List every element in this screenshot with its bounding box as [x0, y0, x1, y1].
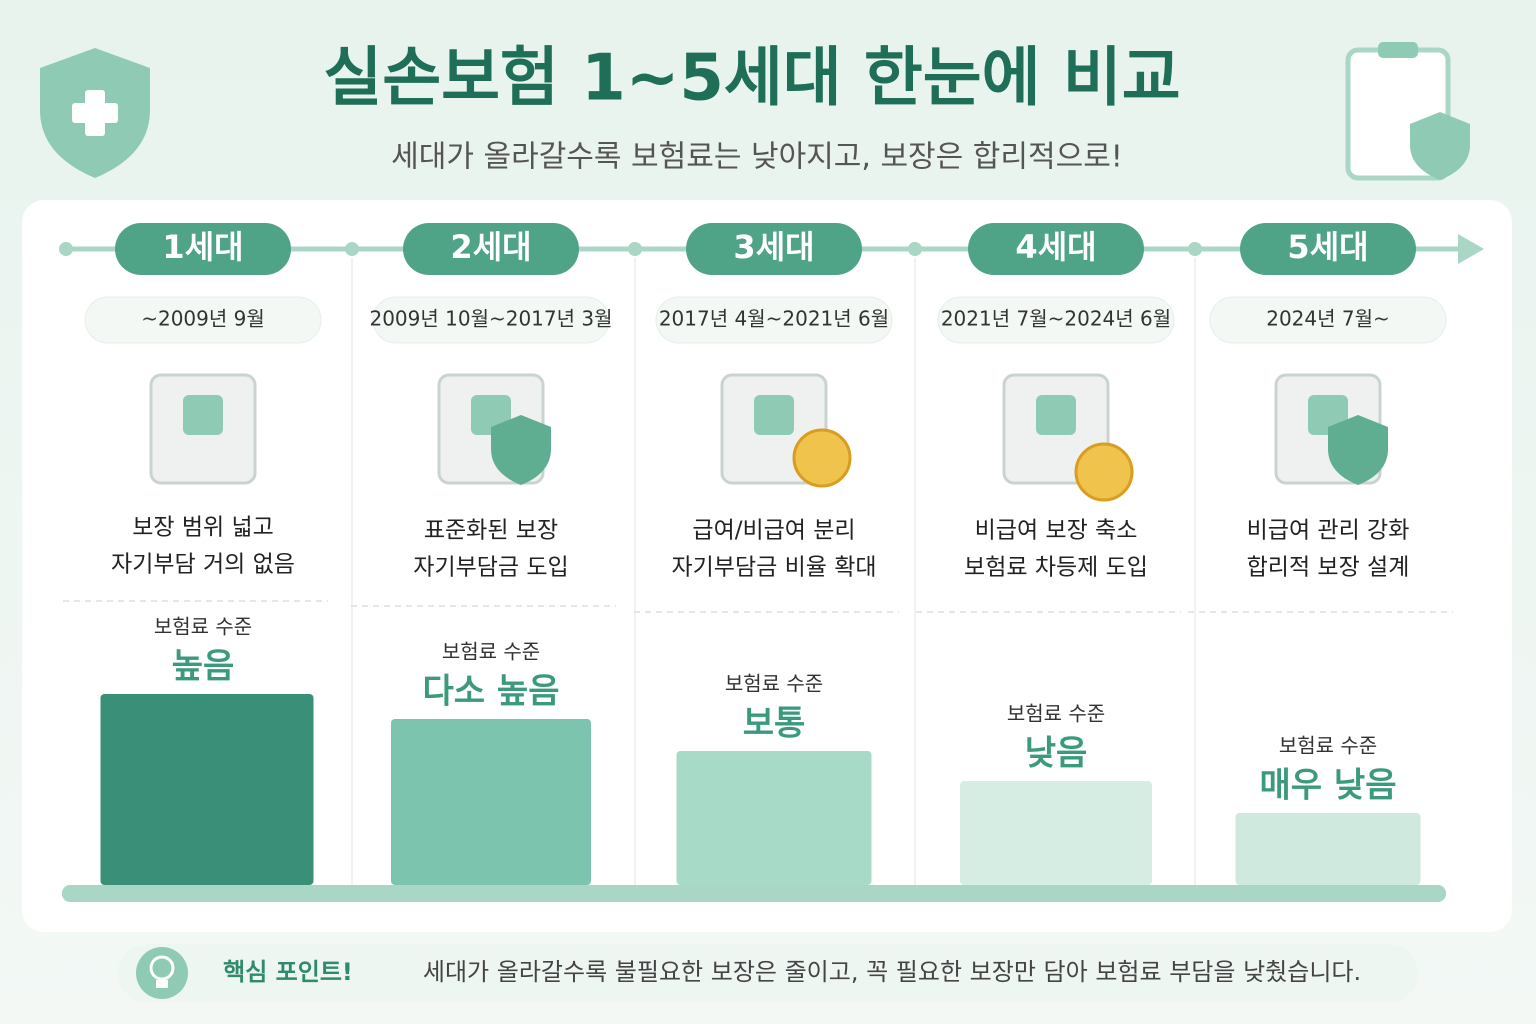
premium-label: 보험료 수준 [1007, 702, 1105, 726]
premium-level: 낮음 [1025, 734, 1088, 774]
period: 2017년 4월~2021년 6월 [659, 307, 889, 331]
period: 2021년 7월~2024년 6월 [941, 307, 1171, 331]
generation-label: 1세대 [162, 228, 243, 266]
footer-label: 핵심 포인트! [223, 958, 353, 986]
description: 보험료 차등제 도입 [964, 555, 1148, 581]
premium-label: 보험료 수준 [154, 615, 252, 639]
description: 보장 범위 넓고 [132, 515, 274, 541]
premium-label: 보험료 수준 [442, 640, 540, 664]
shield-cross [72, 103, 118, 123]
period: 2009년 10월~2017년 3월 [369, 307, 612, 331]
generation-pill [686, 223, 862, 275]
generation-pill [968, 223, 1144, 275]
timeline-dot [908, 242, 922, 256]
base-bar [62, 885, 1446, 902]
timeline-dot [1188, 242, 1202, 256]
generation-label: 3세대 [733, 228, 814, 266]
premium-label: 보험료 수준 [725, 672, 823, 696]
period: 2024년 7월~ [1266, 307, 1390, 331]
description: 비급여 보장 축소 [975, 518, 1138, 544]
timeline-dot [345, 242, 359, 256]
timeline-arrow [1458, 234, 1484, 264]
timeline-dot [59, 242, 73, 256]
generation-label: 5세대 [1287, 228, 1368, 266]
premium-bar [960, 781, 1152, 885]
clipboard-clip [1378, 42, 1418, 58]
icon-accent [754, 395, 794, 435]
premium-bar [1235, 813, 1421, 885]
premium-level: 보통 [743, 704, 806, 744]
period-pill [372, 296, 610, 344]
footer-text: 세대가 올라갈수록 불필요한 보장은 줄이고, 꼭 필요한 보장만 담아 보험료… [423, 958, 1361, 986]
period-pill [655, 296, 893, 344]
header-title: 실손보험 1~5세대 한눈에 비교 [323, 42, 1180, 116]
header-subtitle: 세대가 올라갈수록 보험료는 낮아지고, 보장은 합리적으로! [391, 140, 1123, 175]
icon-accent [183, 395, 223, 435]
bulb-icon [136, 947, 188, 999]
generation-pill [403, 223, 579, 275]
description: 표준화된 보장 [424, 518, 558, 544]
premium-label: 보험료 수준 [1279, 734, 1377, 758]
period-pill [937, 296, 1175, 344]
generation-label: 4세대 [1015, 228, 1096, 266]
premium-level: 다소 높음 [423, 672, 560, 712]
coin-icon [1074, 442, 1134, 502]
bulb-icon [149, 955, 175, 981]
footer-pill [118, 944, 1418, 1002]
premium-bar [391, 719, 591, 885]
period: ~2009년 9월 [141, 307, 265, 331]
description: 자기부담금 도입 [413, 555, 568, 581]
shield-icon [1328, 415, 1388, 485]
premium-level: 높음 [172, 647, 235, 687]
icon-accent [1036, 395, 1076, 435]
description: 급여/비급여 분리 [692, 518, 855, 544]
description: 합리적 보장 설계 [1247, 555, 1410, 581]
shield-icon [491, 415, 551, 485]
timeline-dot [628, 242, 642, 256]
description: 비급여 관리 강화 [1247, 518, 1410, 544]
generation-label: 2세대 [450, 228, 531, 266]
shield-icon [1410, 112, 1470, 180]
premium-bar [100, 694, 314, 885]
bulb-icon [156, 980, 168, 988]
generation-pill [115, 223, 291, 275]
generation-pill [1240, 223, 1416, 275]
period-pill [1209, 296, 1447, 344]
premium-level: 매우 낮음 [1260, 766, 1397, 806]
description: 자기부담 거의 없음 [111, 552, 295, 578]
description: 자기부담금 비율 확대 [671, 555, 876, 581]
premium-bar [676, 751, 872, 885]
period-pill [84, 296, 322, 344]
coin-icon [792, 428, 852, 488]
